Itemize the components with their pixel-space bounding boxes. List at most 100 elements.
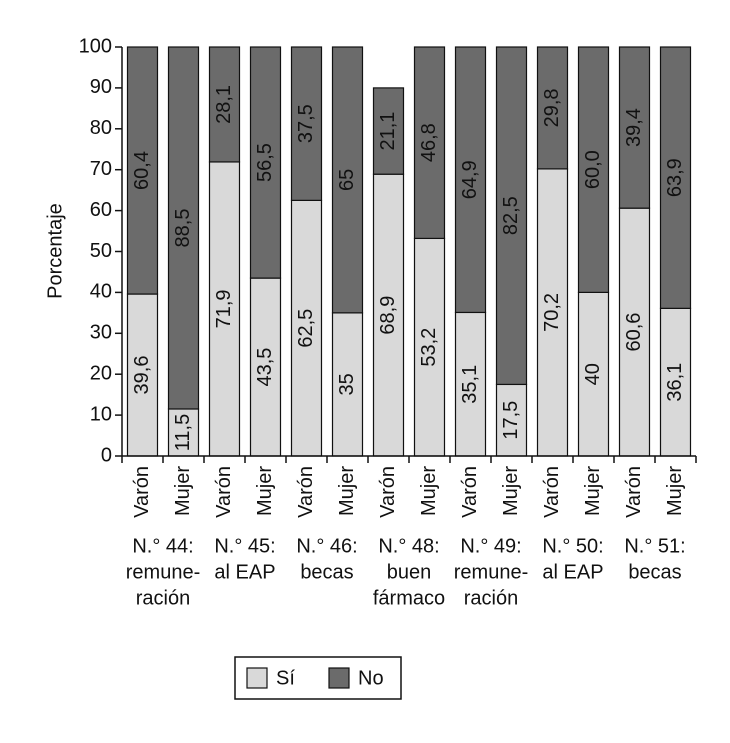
value-label: 28,1: [213, 85, 235, 124]
group-label: ración: [136, 587, 190, 609]
x-tick-label: Varón: [459, 466, 481, 518]
x-tick-label: Mujer: [418, 466, 440, 516]
x-tick-label: Varón: [377, 466, 399, 518]
group-label: al EAP: [542, 561, 603, 583]
group-label: N.° 51:: [624, 535, 685, 557]
value-label: 71,9: [213, 289, 235, 328]
value-label: 36,1: [664, 363, 686, 402]
legend-swatch: [328, 667, 350, 689]
y-tick-label: 10: [90, 403, 112, 425]
value-label: 64,9: [459, 160, 481, 199]
bar-segment: [454, 46, 487, 314]
x-tick-label: Mujer: [336, 466, 358, 516]
y-tick-label: 60: [90, 199, 112, 221]
bar-segment: [618, 46, 651, 209]
group-label: fármaco: [373, 587, 445, 609]
x-tick-label: Varón: [623, 466, 645, 518]
bar-segment: [126, 293, 159, 457]
value-label: 68,9: [377, 296, 399, 335]
value-label: 60,6: [623, 313, 645, 352]
x-tick-label: Varón: [295, 466, 317, 518]
value-label: 35,1: [459, 365, 481, 404]
x-tick-label: Varón: [131, 466, 153, 518]
y-tick-label: 0: [101, 444, 112, 466]
group-label: N.° 49:: [460, 535, 521, 557]
legend-swatch: [246, 667, 268, 689]
bar-segment: [659, 307, 692, 457]
x-tick-label: Mujer: [254, 466, 276, 516]
value-label: 88,5: [172, 209, 194, 248]
group-label: ración: [464, 587, 518, 609]
bar-segment: [167, 408, 200, 457]
group-label: becas: [300, 561, 353, 583]
y-tick-label: 80: [90, 117, 112, 139]
bar-segment: [577, 46, 610, 293]
value-label: 35: [336, 373, 358, 395]
bar-segment: [495, 46, 528, 386]
group-label: N.° 45:: [214, 535, 275, 557]
value-label: 29,8: [541, 88, 563, 127]
y-axis-label: Porcentaje: [44, 203, 66, 299]
bar-segment: [413, 46, 446, 240]
bar-segment: [495, 383, 528, 457]
value-label: 53,2: [418, 328, 440, 367]
bar-segment: [208, 161, 241, 457]
x-tick-label: Mujer: [582, 466, 604, 516]
group-label: N.° 50:: [542, 535, 603, 557]
bar-segment: [577, 291, 610, 457]
value-label: 60,4: [131, 151, 153, 190]
value-label: 62,5: [295, 309, 317, 348]
y-tick-label: 20: [90, 362, 112, 384]
value-label: 17,5: [500, 401, 522, 440]
value-label: 39,6: [131, 356, 153, 395]
legend-label: Sí: [276, 667, 295, 689]
group-label: buen: [387, 561, 432, 583]
x-tick-label: Varón: [213, 466, 235, 518]
value-label: 39,4: [623, 108, 645, 147]
group-label: becas: [628, 561, 681, 583]
y-tick-label: 100: [79, 35, 112, 57]
x-tick-label: Mujer: [664, 466, 686, 516]
group-label: al EAP: [214, 561, 275, 583]
value-label: 11,5: [172, 414, 194, 451]
y-tick-label: 70: [90, 158, 112, 180]
group-label: remune-: [454, 561, 528, 583]
group-label: N.° 44:: [132, 535, 193, 557]
group-label: N.° 46:: [296, 535, 357, 557]
y-tick-label: 30: [90, 322, 112, 344]
bar-segment: [249, 46, 282, 279]
legend-box: [234, 656, 402, 700]
bar-segment: [167, 46, 200, 410]
value-label: 70,2: [541, 293, 563, 332]
value-label: 82,5: [500, 196, 522, 235]
bar-segment: [331, 312, 364, 457]
x-tick-label: Varón: [541, 466, 563, 518]
y-tick-label: 40: [90, 281, 112, 303]
value-label: 21,1: [377, 112, 399, 151]
bar-segment: [372, 87, 405, 175]
value-label: 43,5: [254, 348, 276, 387]
value-label: 40: [582, 363, 604, 385]
bar-segment: [413, 237, 446, 457]
bar-segment: [290, 46, 323, 201]
y-tick-label: 90: [90, 76, 112, 98]
value-label: 37,5: [295, 104, 317, 143]
bar-segment: [208, 46, 241, 163]
group-label: N.° 48:: [378, 535, 439, 557]
value-label: 46,8: [418, 123, 440, 162]
value-label: 65: [336, 169, 358, 191]
x-tick-label: Mujer: [500, 466, 522, 516]
bar-segment: [536, 46, 569, 170]
bar-segment: [126, 46, 159, 295]
value-label: 63,9: [664, 158, 686, 197]
y-tick-label: 50: [90, 240, 112, 262]
bar-segment: [372, 173, 405, 457]
value-label: 60,0: [582, 150, 604, 189]
x-tick-label: Mujer: [172, 466, 194, 516]
group-label: remune-: [126, 561, 200, 583]
legend-label: No: [358, 667, 384, 689]
value-label: 56,5: [254, 143, 276, 182]
bar-segment: [331, 46, 364, 314]
bar-segment: [659, 46, 692, 309]
